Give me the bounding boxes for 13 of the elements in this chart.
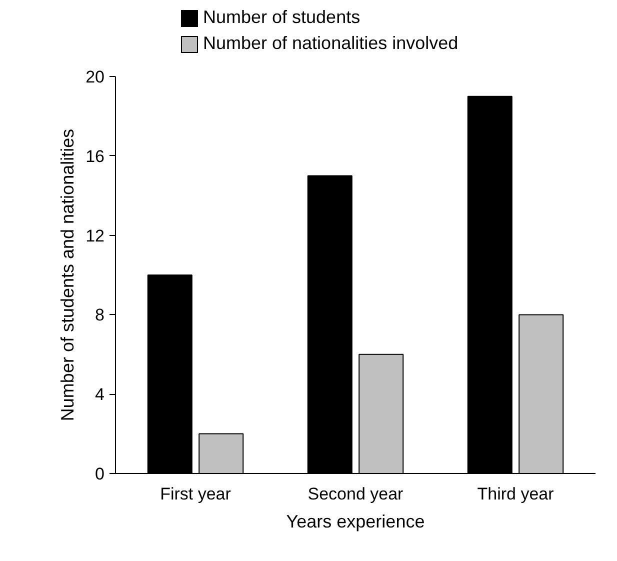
x-tick-label: Second year [308,484,404,504]
y-tick-label: 16 [86,146,105,166]
x-tick-label: First year [160,484,232,504]
legend-label: Number of nationalities involved [203,32,458,56]
legend-label: Number of students [203,6,360,30]
x-axis-title: Years experience [286,512,425,532]
y-tick-label: 4 [95,385,105,404]
y-axis-title: Number of students and nationalities [58,128,78,422]
y-tick-label: 8 [95,306,105,325]
y-tick-label: 20 [86,68,105,86]
y-tick-label: 12 [86,226,105,246]
y-tick-label: 0 [95,464,105,484]
x-tick-label: Third year [477,484,554,504]
